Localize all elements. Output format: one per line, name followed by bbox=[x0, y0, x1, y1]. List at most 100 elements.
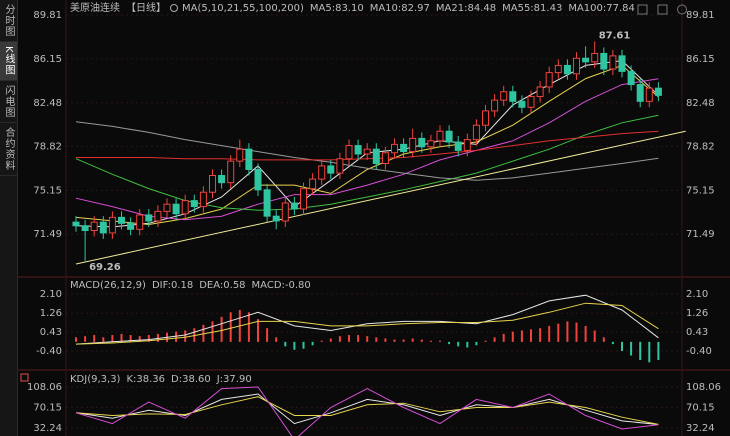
icon[interactable] bbox=[657, 4, 668, 15]
candle-body bbox=[190, 200, 198, 208]
y-tick-label: 86.15 bbox=[686, 54, 715, 65]
candle-body bbox=[491, 99, 499, 112]
y-tick-label: 89.81 bbox=[33, 10, 62, 21]
y-tick-label: 2.10 bbox=[686, 289, 708, 300]
macd-bar bbox=[393, 339, 396, 342]
macd-bar bbox=[439, 340, 441, 342]
candle-body bbox=[445, 130, 453, 143]
y-tick-label: 78.82 bbox=[33, 142, 62, 153]
toolbar-icons bbox=[20, 4, 687, 382]
macd-bar bbox=[584, 325, 587, 342]
macd-bar bbox=[593, 330, 596, 342]
y-tick-label: 71.49 bbox=[33, 229, 62, 240]
macd-bar bbox=[630, 341, 633, 356]
candle-body bbox=[381, 152, 389, 165]
macd-bar bbox=[275, 337, 278, 342]
candle-body bbox=[527, 96, 535, 108]
y-tick-label: 32.24 bbox=[33, 423, 62, 434]
candle-body bbox=[391, 143, 398, 154]
macd-bar bbox=[311, 341, 314, 346]
icon[interactable] bbox=[637, 4, 648, 15]
candle-body bbox=[108, 216, 116, 234]
legend-label: MA21:84.48 bbox=[436, 3, 496, 14]
candle-body bbox=[463, 139, 471, 151]
sidebar: 分时图 K线图 闪电图 合约资料 bbox=[0, 0, 18, 436]
legend-label: MA10:82.97 bbox=[370, 3, 430, 14]
legend-label: K:38.36 bbox=[126, 374, 165, 385]
candle-body bbox=[345, 145, 353, 160]
sidebar-tab[interactable]: 闪电图 bbox=[0, 81, 17, 123]
icon[interactable] bbox=[677, 4, 687, 15]
candle-body bbox=[609, 55, 617, 70]
candle-body bbox=[563, 64, 571, 75]
series-line bbox=[75, 121, 659, 181]
macd-bar bbox=[120, 333, 123, 342]
legend-label: MA5:83.10 bbox=[310, 3, 364, 14]
macd-bar bbox=[429, 340, 432, 342]
candle-body bbox=[90, 221, 98, 232]
macd-bar bbox=[175, 331, 178, 342]
macd-bar bbox=[475, 341, 478, 346]
candle-body bbox=[354, 145, 362, 155]
sidebar-tab[interactable]: 合约资料 bbox=[0, 123, 17, 176]
candle-body bbox=[554, 64, 562, 74]
series-line bbox=[75, 114, 659, 211]
candle-body bbox=[645, 87, 653, 102]
candle-body bbox=[409, 137, 417, 153]
macd-bar bbox=[247, 312, 250, 342]
legend-label: MA100:77.84 bbox=[568, 3, 635, 14]
candle-body bbox=[218, 174, 226, 184]
y-tick-label: 0.43 bbox=[686, 327, 708, 338]
candle-body bbox=[500, 91, 508, 101]
legend-label: MA55:81.43 bbox=[502, 3, 562, 14]
candle-body bbox=[199, 191, 207, 208]
macd-bar bbox=[411, 338, 414, 342]
macd-bar bbox=[457, 341, 460, 347]
series-line bbox=[75, 393, 659, 425]
legend-label: DEA:0.58 bbox=[199, 280, 245, 291]
trendline bbox=[75, 130, 686, 265]
macd-bar bbox=[257, 319, 259, 342]
series-line bbox=[75, 64, 659, 226]
macd-bar bbox=[520, 330, 523, 342]
candle-body bbox=[372, 148, 380, 165]
macd-bar bbox=[548, 325, 551, 342]
candle-body bbox=[536, 86, 544, 98]
annotation: 87.61 bbox=[599, 30, 631, 41]
candle-body bbox=[136, 214, 144, 230]
candle-body bbox=[127, 222, 135, 230]
y-tick-label: 70.15 bbox=[686, 402, 715, 413]
candle-body bbox=[400, 143, 408, 153]
candle-body bbox=[290, 202, 298, 210]
candle-body bbox=[254, 169, 262, 191]
candle-body bbox=[472, 124, 480, 141]
candle-body bbox=[418, 137, 426, 148]
sidebar-tab[interactable]: K线图 bbox=[0, 42, 17, 81]
candle-body bbox=[72, 221, 80, 227]
candle-body bbox=[600, 52, 608, 70]
y-tick-label: 70.15 bbox=[33, 402, 62, 413]
macd-bar bbox=[530, 329, 532, 342]
macd-bar bbox=[621, 341, 623, 351]
macd-bar bbox=[193, 328, 196, 342]
macd-bar bbox=[511, 331, 514, 342]
macd-bar bbox=[484, 340, 487, 342]
candle-body bbox=[327, 165, 335, 174]
candle-body bbox=[145, 214, 153, 222]
icon[interactable] bbox=[20, 373, 29, 382]
candle-body bbox=[618, 55, 626, 72]
series-line bbox=[75, 78, 659, 221]
legend-label: 【日线】 bbox=[126, 1, 166, 14]
candle-body bbox=[591, 52, 599, 63]
sidebar-tab[interactable]: 分时图 bbox=[0, 0, 17, 42]
macd-bar bbox=[384, 338, 387, 342]
macd-bar bbox=[293, 341, 296, 350]
macd-bar bbox=[111, 335, 114, 342]
macd-bar bbox=[448, 341, 451, 345]
candle-body bbox=[309, 178, 317, 190]
macd-bar bbox=[329, 338, 332, 342]
y-tick-label: 108.06 bbox=[27, 382, 62, 393]
y-tick-label: 82.48 bbox=[686, 98, 715, 109]
candle-body bbox=[573, 57, 580, 75]
